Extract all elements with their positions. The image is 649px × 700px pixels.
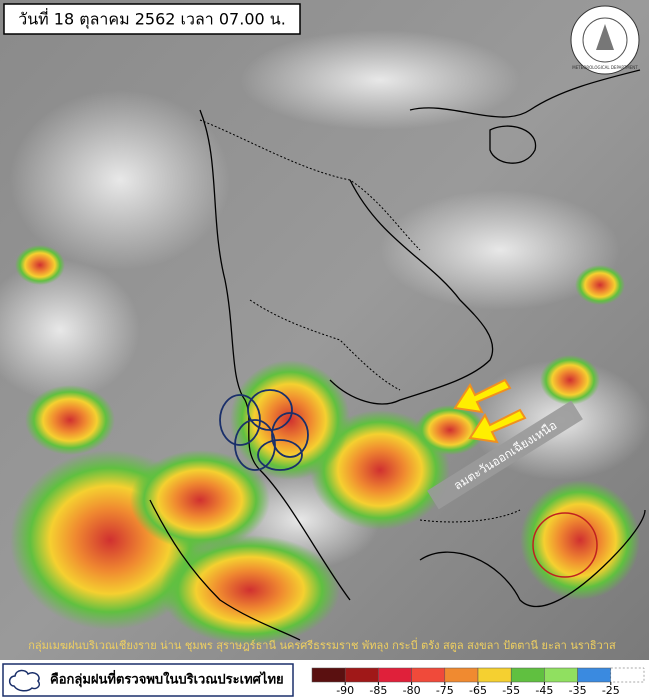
color-swatch — [510, 667, 545, 683]
color-swatch — [311, 667, 346, 683]
caption: กลุ่มเมฆฝนบริเวณเชียงราย น่าน ชุมพร สุรา… — [28, 637, 616, 652]
color-swatch — [444, 667, 479, 683]
logo-text: METEOROLOGICAL DEPARTMENT — [572, 65, 638, 70]
legend-box — [2, 663, 294, 697]
tick-label: -45 — [535, 684, 553, 697]
color-swatch — [344, 667, 379, 683]
coastlines — [149, 69, 646, 641]
tick-label: -90 — [336, 684, 354, 697]
wind-arrows — [453, 378, 527, 444]
tick-label: -35 — [569, 684, 587, 697]
color-swatch — [577, 667, 612, 683]
rain-outline — [219, 389, 309, 471]
color-scale: -90 -85 -80 -75 -65 -55 -45 -35 -25 — [311, 667, 645, 697]
title: วันที่ 18 ตุลาคม 2562 เวลา 07.00 น. — [18, 8, 286, 30]
color-swatch — [411, 667, 446, 683]
tick-label: -65 — [469, 684, 487, 697]
logo: METEOROLOGICAL DEPARTMENT — [570, 5, 640, 75]
color-swatch — [477, 667, 512, 683]
tick-label: -75 — [436, 684, 454, 697]
tick-label: -25 — [602, 684, 620, 697]
color-swatch — [378, 667, 412, 683]
legend-icon — [8, 669, 41, 692]
tick-label: -80 — [403, 684, 421, 697]
tick-label: -55 — [502, 684, 520, 697]
borders — [199, 119, 521, 523]
rain-clouds — [10, 245, 640, 645]
title-box — [3, 3, 301, 35]
color-swatch — [610, 667, 645, 683]
color-swatch — [544, 667, 578, 683]
tick-label: -85 — [369, 684, 387, 697]
rain-outline-circle — [532, 512, 598, 578]
legend-label: คือกลุ่มฝนที่ตรวจพบในบริเวณประเทศไทย — [50, 670, 284, 688]
